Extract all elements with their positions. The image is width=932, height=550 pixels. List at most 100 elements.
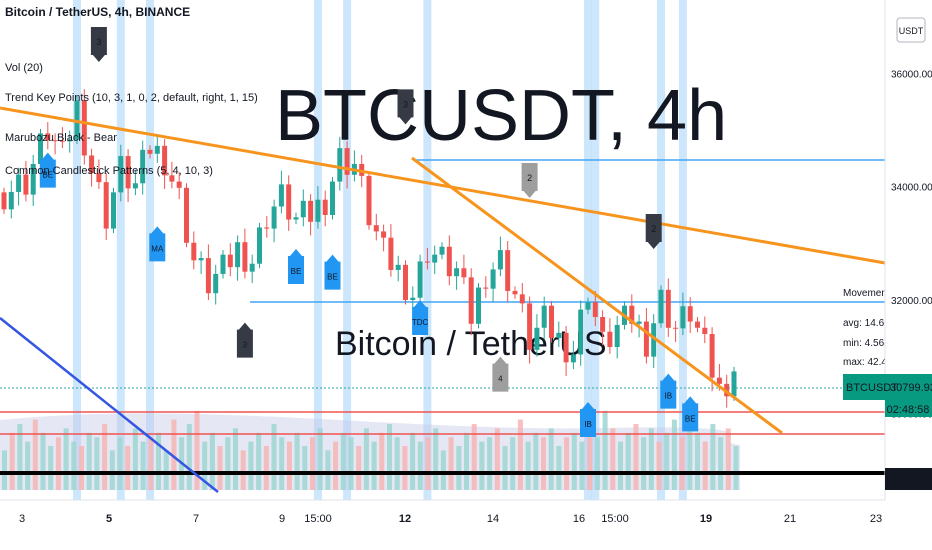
volume-bar bbox=[433, 428, 439, 490]
candle-body bbox=[716, 377, 722, 384]
volume-bar bbox=[725, 428, 731, 490]
candle-body bbox=[600, 317, 606, 332]
indicator-candlestick-patterns[interactable]: Common Candlestick Patterns (5, 4, 10, 3… bbox=[5, 165, 213, 177]
indicator-volume[interactable]: Vol (20) bbox=[5, 62, 43, 74]
candle-body bbox=[45, 133, 51, 141]
candle-body bbox=[410, 297, 416, 300]
volume-bar bbox=[579, 441, 585, 490]
x-tick-label: 7 bbox=[193, 513, 199, 525]
highlight-band bbox=[591, 0, 600, 500]
volume-bar bbox=[394, 437, 400, 490]
candle-body bbox=[300, 200, 306, 218]
candle-body bbox=[344, 148, 350, 175]
volume-bar bbox=[271, 424, 277, 490]
marker-label: BE bbox=[42, 171, 53, 180]
candle-body bbox=[213, 273, 219, 294]
volume-bar bbox=[71, 441, 77, 490]
candle-body bbox=[534, 327, 540, 350]
volume-bar bbox=[733, 446, 739, 490]
legend: Bitcoin / TetherUS, 4h, BINANCE Vol (20)… bbox=[5, 5, 258, 177]
trend-lines bbox=[0, 106, 886, 493]
candle-body bbox=[118, 156, 124, 193]
indicator-trend-key-points[interactable]: Trend Key Points (10, 3, 1, 0, 2, defaul… bbox=[5, 92, 258, 104]
indicator-marubozu[interactable]: Marubozu Black - Bear bbox=[5, 132, 117, 144]
candle-body bbox=[140, 149, 146, 184]
volume-bar bbox=[479, 441, 485, 490]
highlight-band bbox=[73, 0, 81, 500]
marker-shape bbox=[645, 214, 662, 249]
pattern-marker: BE bbox=[682, 396, 699, 432]
volume-bar bbox=[363, 428, 369, 490]
marker-shape bbox=[236, 322, 253, 358]
pattern-marker: BE bbox=[324, 254, 341, 290]
marker-label: IB bbox=[584, 420, 592, 429]
marker-shape bbox=[324, 254, 341, 290]
volume-bar bbox=[548, 428, 554, 490]
candle-body bbox=[89, 155, 95, 174]
pattern-marker: 2 bbox=[645, 214, 662, 249]
marker-shape bbox=[288, 249, 304, 284]
candle-body bbox=[483, 287, 489, 289]
candle-body bbox=[308, 200, 314, 222]
candle-body bbox=[132, 183, 138, 189]
candle-body bbox=[665, 289, 671, 328]
candle-body bbox=[439, 246, 445, 255]
candle-body bbox=[8, 191, 14, 210]
currency-button[interactable] bbox=[896, 17, 926, 43]
candle-body bbox=[680, 306, 686, 329]
currency-label: USDT bbox=[899, 26, 924, 36]
volume-bar bbox=[294, 432, 300, 490]
candle-body bbox=[278, 184, 284, 207]
candle-body bbox=[125, 156, 131, 189]
time-axis[interactable]: 3 5 7 9 15:00 12 14 16 15:00 19 21 23 bbox=[0, 499, 885, 550]
candle-body bbox=[417, 261, 423, 298]
volume-bar bbox=[2, 450, 7, 490]
y-tick-label: 36000.00 bbox=[891, 69, 932, 80]
volume-bar bbox=[695, 432, 700, 490]
volume-bar bbox=[410, 432, 416, 490]
candle-body bbox=[373, 225, 379, 232]
marker-label: 4 bbox=[498, 375, 503, 384]
volume-bar bbox=[317, 428, 323, 490]
marker-label: TDC bbox=[412, 318, 429, 327]
candle-body bbox=[636, 321, 642, 324]
pattern-markers: BE MA BE BE TDC IB BE IB 3 3 2 2 3 4 bbox=[39, 27, 699, 437]
volume-bar bbox=[109, 450, 115, 490]
candle-body bbox=[293, 217, 299, 220]
marker-label: BE bbox=[685, 414, 696, 423]
candle-body bbox=[403, 264, 408, 300]
symbol-title[interactable]: Bitcoin / TetherUS, 4h, BINANCE bbox=[5, 5, 190, 19]
candle-body bbox=[731, 371, 737, 397]
candle-body bbox=[103, 182, 109, 229]
y-tick-label: 32000.00 bbox=[891, 296, 932, 307]
volume-bar bbox=[140, 441, 146, 490]
volume-bar bbox=[302, 446, 308, 490]
stats-title: Movement st bbox=[843, 288, 900, 299]
candle-body bbox=[461, 268, 467, 278]
marker-shape bbox=[660, 373, 677, 409]
volume-bar bbox=[633, 424, 639, 490]
x-tick-label: 15:00 bbox=[304, 513, 332, 525]
candle-body bbox=[162, 145, 168, 176]
candle-body bbox=[249, 263, 255, 272]
marker-label: 3 bbox=[243, 341, 248, 350]
volume-bar bbox=[625, 432, 631, 490]
watermark: BTCUSDT, 4h Bitcoin / TetherUS bbox=[275, 76, 727, 363]
candle-body bbox=[578, 309, 584, 355]
movement-stats: Movement st avg: 14.66 % min: 4.56 % max… bbox=[843, 288, 904, 368]
highlight-band bbox=[657, 0, 665, 500]
volume-bar bbox=[132, 428, 138, 490]
volume-bar bbox=[710, 424, 716, 490]
candle-body bbox=[549, 305, 554, 338]
candle-body bbox=[476, 287, 481, 324]
volume-bar bbox=[664, 432, 670, 490]
volume-bar bbox=[17, 424, 23, 490]
candle-body bbox=[184, 187, 189, 243]
marker-label: 3 bbox=[403, 99, 408, 109]
volume-bar bbox=[86, 432, 92, 490]
candle-body bbox=[592, 302, 598, 317]
volume-bar bbox=[55, 437, 61, 490]
marker-shape bbox=[412, 300, 429, 335]
